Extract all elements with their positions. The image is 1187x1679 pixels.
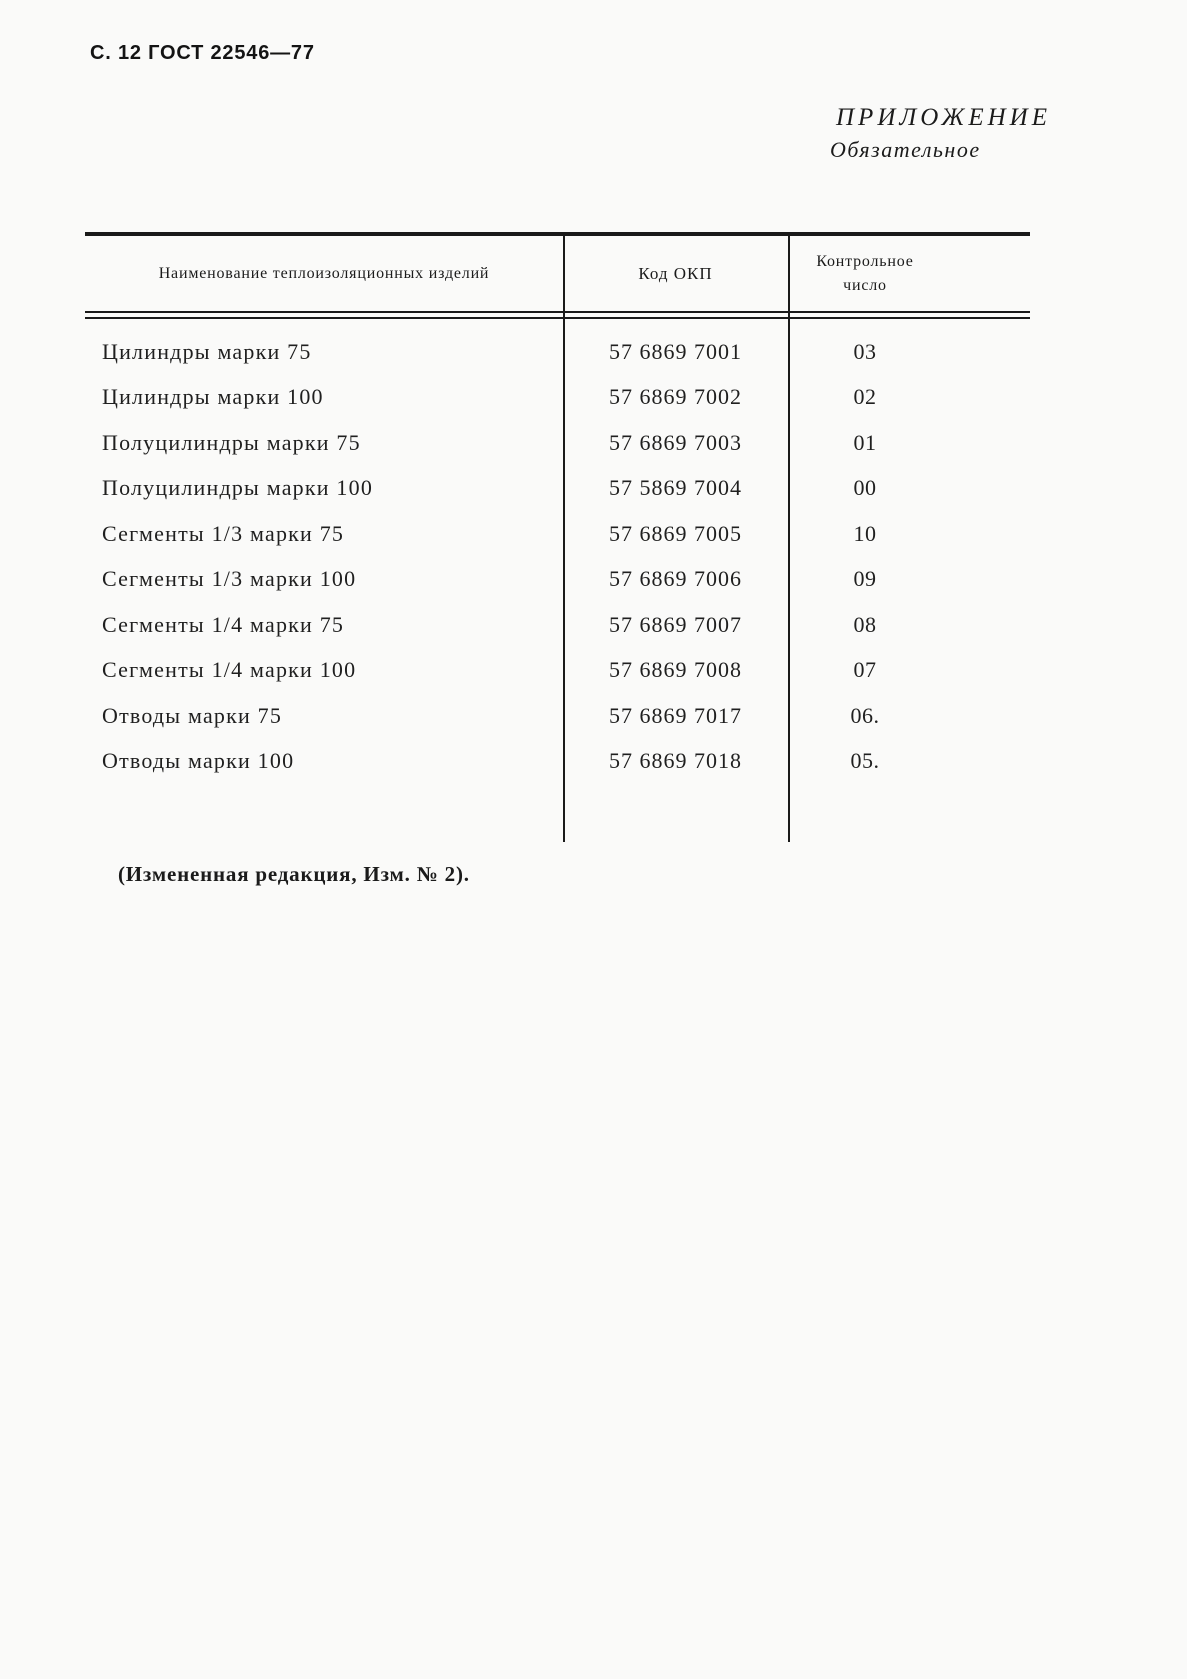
amendment-note: (Измененная редакция, Изм. № 2). <box>118 862 470 886</box>
table-row: Цилиндры марки 75 57 6869 7001 03 <box>85 329 1030 375</box>
table-row: Сегменты 1/3 марки 75 57 6869 7005 10 <box>85 511 1030 557</box>
control-number: 02 <box>853 384 877 410</box>
appendix-title: ПРИЛОЖЕНИЕ <box>836 104 1051 131</box>
product-name: Полуцилиндры марки 75 <box>102 429 361 455</box>
okp-code: 57 6869 7002 <box>609 384 742 410</box>
column-divider-2 <box>788 236 790 842</box>
table-row: Сегменты 1/4 марки 75 57 6869 7007 08 <box>85 602 1030 648</box>
table-row: Полуцилиндры марки 100 57 5869 7004 00 <box>85 466 1030 512</box>
product-name: Отводы марки 100 <box>102 748 295 774</box>
control-number: 10 <box>853 520 877 546</box>
table-row: Сегменты 1/4 марки 100 57 6869 7008 07 <box>85 648 1030 694</box>
column-header-okp-code: Код ОКП <box>638 263 713 283</box>
product-name: Сегменты 1/4 марки 100 <box>102 657 357 683</box>
table-row: Отводы марки 100 57 6869 7018 05. <box>85 739 1030 785</box>
page-header: С. 12 ГОСТ 22546—77 <box>90 42 315 64</box>
okp-code: 57 6869 7008 <box>609 657 742 683</box>
table-row: Отводы марки 75 57 6869 7017 06. <box>85 693 1030 739</box>
product-name: Отводы марки 75 <box>102 702 283 728</box>
okp-code: 57 6869 7003 <box>609 429 742 455</box>
table-header-row: Наименование теплоизоляционных изделий К… <box>85 236 1030 311</box>
okp-code: 57 5869 7004 <box>609 475 742 501</box>
table-body: Цилиндры марки 75 57 6869 7001 03 Цилинд… <box>85 319 1030 784</box>
header-double-rule <box>85 311 1030 319</box>
control-number: 08 <box>853 611 877 637</box>
product-name: Сегменты 1/3 марки 75 <box>102 520 345 546</box>
table-row: Цилиндры марки 100 57 6869 7002 02 <box>85 375 1030 421</box>
okp-code: 57 6869 7001 <box>609 338 742 364</box>
appendix-subtitle: Обязательное <box>830 137 981 162</box>
table-row: Полуцилиндры марки 75 57 6869 7003 01 <box>85 420 1030 466</box>
control-number: 00 <box>853 475 877 501</box>
product-name: Полуцилиндры марки 100 <box>102 475 374 501</box>
control-number: 09 <box>853 566 877 592</box>
control-number: 05. <box>850 748 880 774</box>
okp-codes-table: Наименование теплоизоляционных изделий К… <box>85 232 1030 842</box>
column-header-product-name: Наименование теплоизоляционных изделий <box>158 264 490 282</box>
okp-code: 57 6869 7007 <box>609 611 742 637</box>
product-name: Цилиндры марки 100 <box>102 384 324 410</box>
product-name: Сегменты 1/3 марки 100 <box>102 566 357 592</box>
column-divider-1 <box>563 236 565 842</box>
control-number: 07 <box>853 657 877 683</box>
okp-code: 57 6869 7017 <box>609 702 742 728</box>
table-row: Сегменты 1/3 марки 100 57 6869 7006 09 <box>85 557 1030 603</box>
control-number: 01 <box>853 429 877 455</box>
appendix-block: ПРИЛОЖЕНИЕ Обязательное <box>830 104 1051 163</box>
control-number: 03 <box>853 338 877 364</box>
product-name: Цилиндры марки 75 <box>102 338 312 364</box>
product-name: Сегменты 1/4 марки 75 <box>102 611 345 637</box>
control-number: 06. <box>850 702 880 728</box>
okp-code: 57 6869 7005 <box>609 520 742 546</box>
okp-code: 57 6869 7018 <box>609 748 742 774</box>
okp-code: 57 6869 7006 <box>609 566 742 592</box>
column-header-control-number: Контрольное число <box>816 253 914 294</box>
